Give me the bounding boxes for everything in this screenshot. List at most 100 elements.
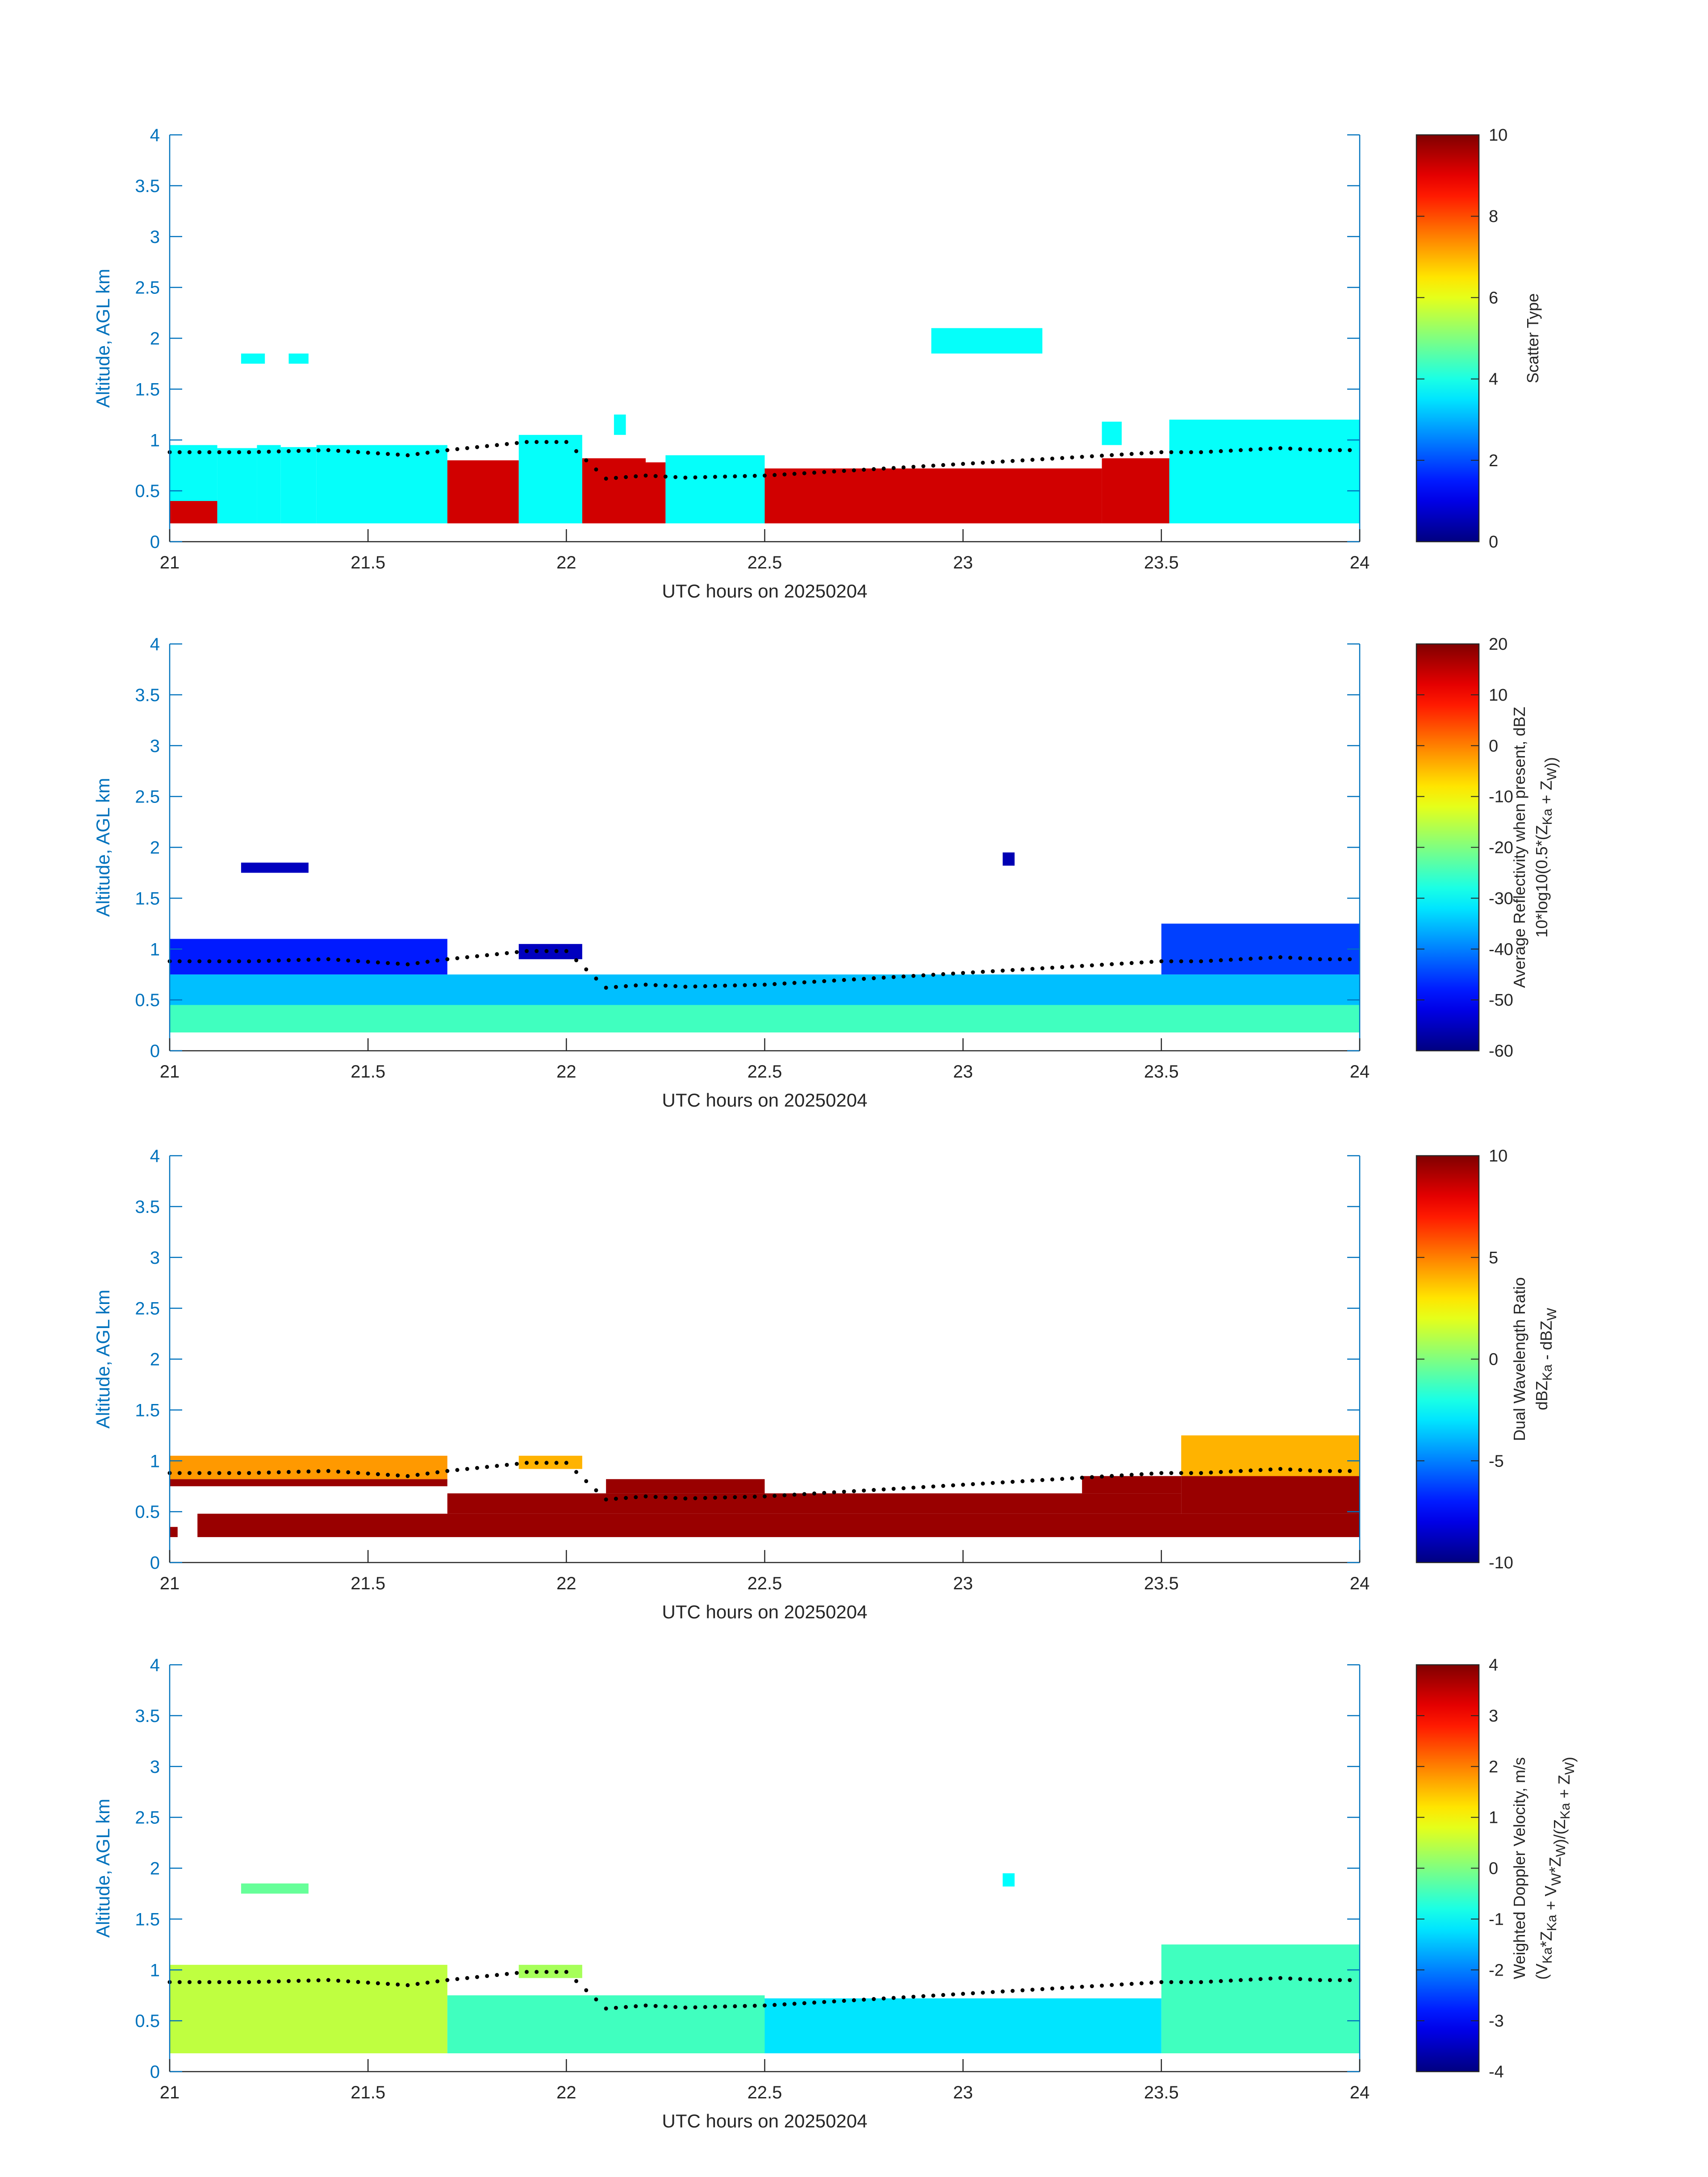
cloud-base-marker — [1288, 956, 1293, 960]
colorbar-tick-label: 20 — [1489, 635, 1508, 654]
y-tick-label: 3 — [150, 736, 160, 756]
data-region — [257, 445, 281, 524]
data-region — [931, 328, 1043, 354]
cloud-base-marker — [276, 958, 281, 963]
cloud-base-marker — [505, 951, 509, 955]
cloud-base-marker — [733, 1495, 737, 1500]
cloud-base-marker — [881, 466, 886, 471]
cloud-base-marker — [1020, 458, 1025, 463]
cloud-base-marker — [1090, 454, 1094, 459]
cloud-base-marker — [1090, 963, 1094, 968]
cloud-base-marker — [1149, 1471, 1154, 1476]
cloud-base-marker — [990, 460, 995, 464]
y-tick-label: 3 — [150, 1248, 160, 1268]
cloud-base-marker — [752, 983, 757, 987]
cloud-base-marker — [1090, 1475, 1094, 1479]
x-tick-label: 21 — [160, 1062, 180, 1082]
cloud-base-marker — [1169, 1471, 1173, 1475]
cloud-base-marker — [881, 975, 886, 980]
cloud-base-marker — [316, 957, 321, 962]
cloud-base-marker — [1011, 459, 1015, 463]
data-region — [447, 1995, 765, 2054]
cloud-base-marker — [1080, 1985, 1084, 1989]
cloud-base-marker — [435, 449, 440, 454]
cloud-base-marker — [1110, 1983, 1114, 1987]
data-region — [518, 1964, 582, 1978]
cloud-base-marker — [763, 1494, 767, 1499]
colorbar-tick-label: -40 — [1489, 940, 1513, 959]
colorbar-tick-label: -5 — [1489, 1452, 1504, 1471]
cloud-base-marker — [1219, 1979, 1223, 1983]
cloud-base-marker — [832, 469, 836, 474]
cloud-base-marker — [1129, 1982, 1134, 1986]
y-tick-label: 3 — [150, 1757, 160, 1777]
y-tick-label: 0.5 — [135, 1502, 160, 1522]
cloud-base-marker — [643, 473, 648, 478]
cloud-base-marker — [901, 1486, 906, 1491]
colorbar-tick-label: -20 — [1489, 839, 1513, 857]
y-tick-label: 0 — [150, 532, 160, 552]
data-region — [170, 1964, 447, 2054]
cloud-base-marker — [485, 1974, 489, 1978]
y-tick-label: 2.5 — [135, 1299, 160, 1319]
cloud-base-marker — [604, 986, 608, 990]
x-tick-label: 23.5 — [1144, 1574, 1179, 1593]
colorbar-tick-label: 5 — [1489, 1249, 1498, 1267]
cloud-base-marker — [1129, 961, 1134, 965]
cloud-base-marker — [643, 1494, 648, 1499]
cloud-base-marker — [1328, 1978, 1332, 1982]
cloud-base-marker — [1328, 957, 1332, 961]
y-axis-label: Altitude, AGL km — [92, 1799, 113, 1938]
cloud-base-marker — [366, 960, 370, 964]
cloud-base-marker — [1050, 456, 1055, 461]
cloud-base-marker — [1179, 1471, 1183, 1475]
cloud-base-marker — [782, 1493, 787, 1497]
cloud-base-marker — [544, 1461, 549, 1465]
cloud-base-marker — [525, 949, 529, 953]
cloud-base-marker — [971, 1991, 975, 1995]
cloud-base-marker — [554, 949, 559, 953]
cloud-base-marker — [1199, 1471, 1203, 1475]
cloud-base-marker — [1249, 1977, 1253, 1982]
cloud-base-marker — [514, 441, 519, 445]
x-tick-label: 24 — [1350, 2083, 1370, 2102]
cloud-base-marker — [763, 473, 767, 478]
cloud-base-marker — [1119, 1982, 1124, 1987]
cloud-base-marker — [921, 973, 926, 978]
cloud-base-marker — [971, 970, 975, 974]
x-tick-label: 23 — [953, 2083, 973, 2102]
cloud-base-marker — [1308, 1468, 1312, 1473]
x-tick-label: 23.5 — [1144, 1062, 1179, 1082]
y-tick-label: 0 — [150, 2062, 160, 2082]
cloud-base-marker — [1288, 447, 1293, 451]
cloud-base-marker — [713, 1496, 717, 1500]
cloud-base-marker — [485, 444, 489, 448]
cloud-base-marker — [475, 445, 479, 449]
x-tick-label: 23.5 — [1144, 553, 1179, 572]
cloud-base-marker — [1011, 1479, 1015, 1484]
cloud-base-marker — [1020, 1479, 1025, 1483]
cloud-base-marker — [1169, 1980, 1173, 1985]
y-tick-label: 3.5 — [135, 685, 160, 705]
colorbar-tick-label: -3 — [1489, 2012, 1504, 2031]
cloud-base-marker — [1110, 1474, 1114, 1478]
colorbar-tick-label: -10 — [1489, 788, 1513, 806]
cloud-base-marker — [951, 971, 955, 976]
cloud-base-marker — [1040, 1478, 1044, 1482]
cloud-base-marker — [872, 976, 876, 981]
cloud-base-marker — [693, 475, 697, 480]
cloud-base-marker — [187, 1980, 192, 1985]
cloud-base-marker — [961, 462, 965, 466]
cloud-base-marker — [1268, 447, 1273, 451]
cloud-base-marker — [296, 958, 301, 962]
cloud-base-marker — [366, 1981, 370, 1985]
cloud-base-marker — [525, 440, 529, 444]
cloud-base-marker — [773, 1494, 777, 1498]
cloud-base-marker — [802, 471, 806, 476]
cloud-base-marker — [941, 972, 945, 976]
cloud-base-marker — [485, 1465, 489, 1469]
cloud-base-marker — [773, 982, 777, 986]
x-tick-label: 22 — [556, 2083, 576, 2102]
colorbar-label: Weighted Doppler Velocity, m/s — [1510, 1757, 1528, 1979]
y-tick-label: 4 — [150, 125, 160, 145]
